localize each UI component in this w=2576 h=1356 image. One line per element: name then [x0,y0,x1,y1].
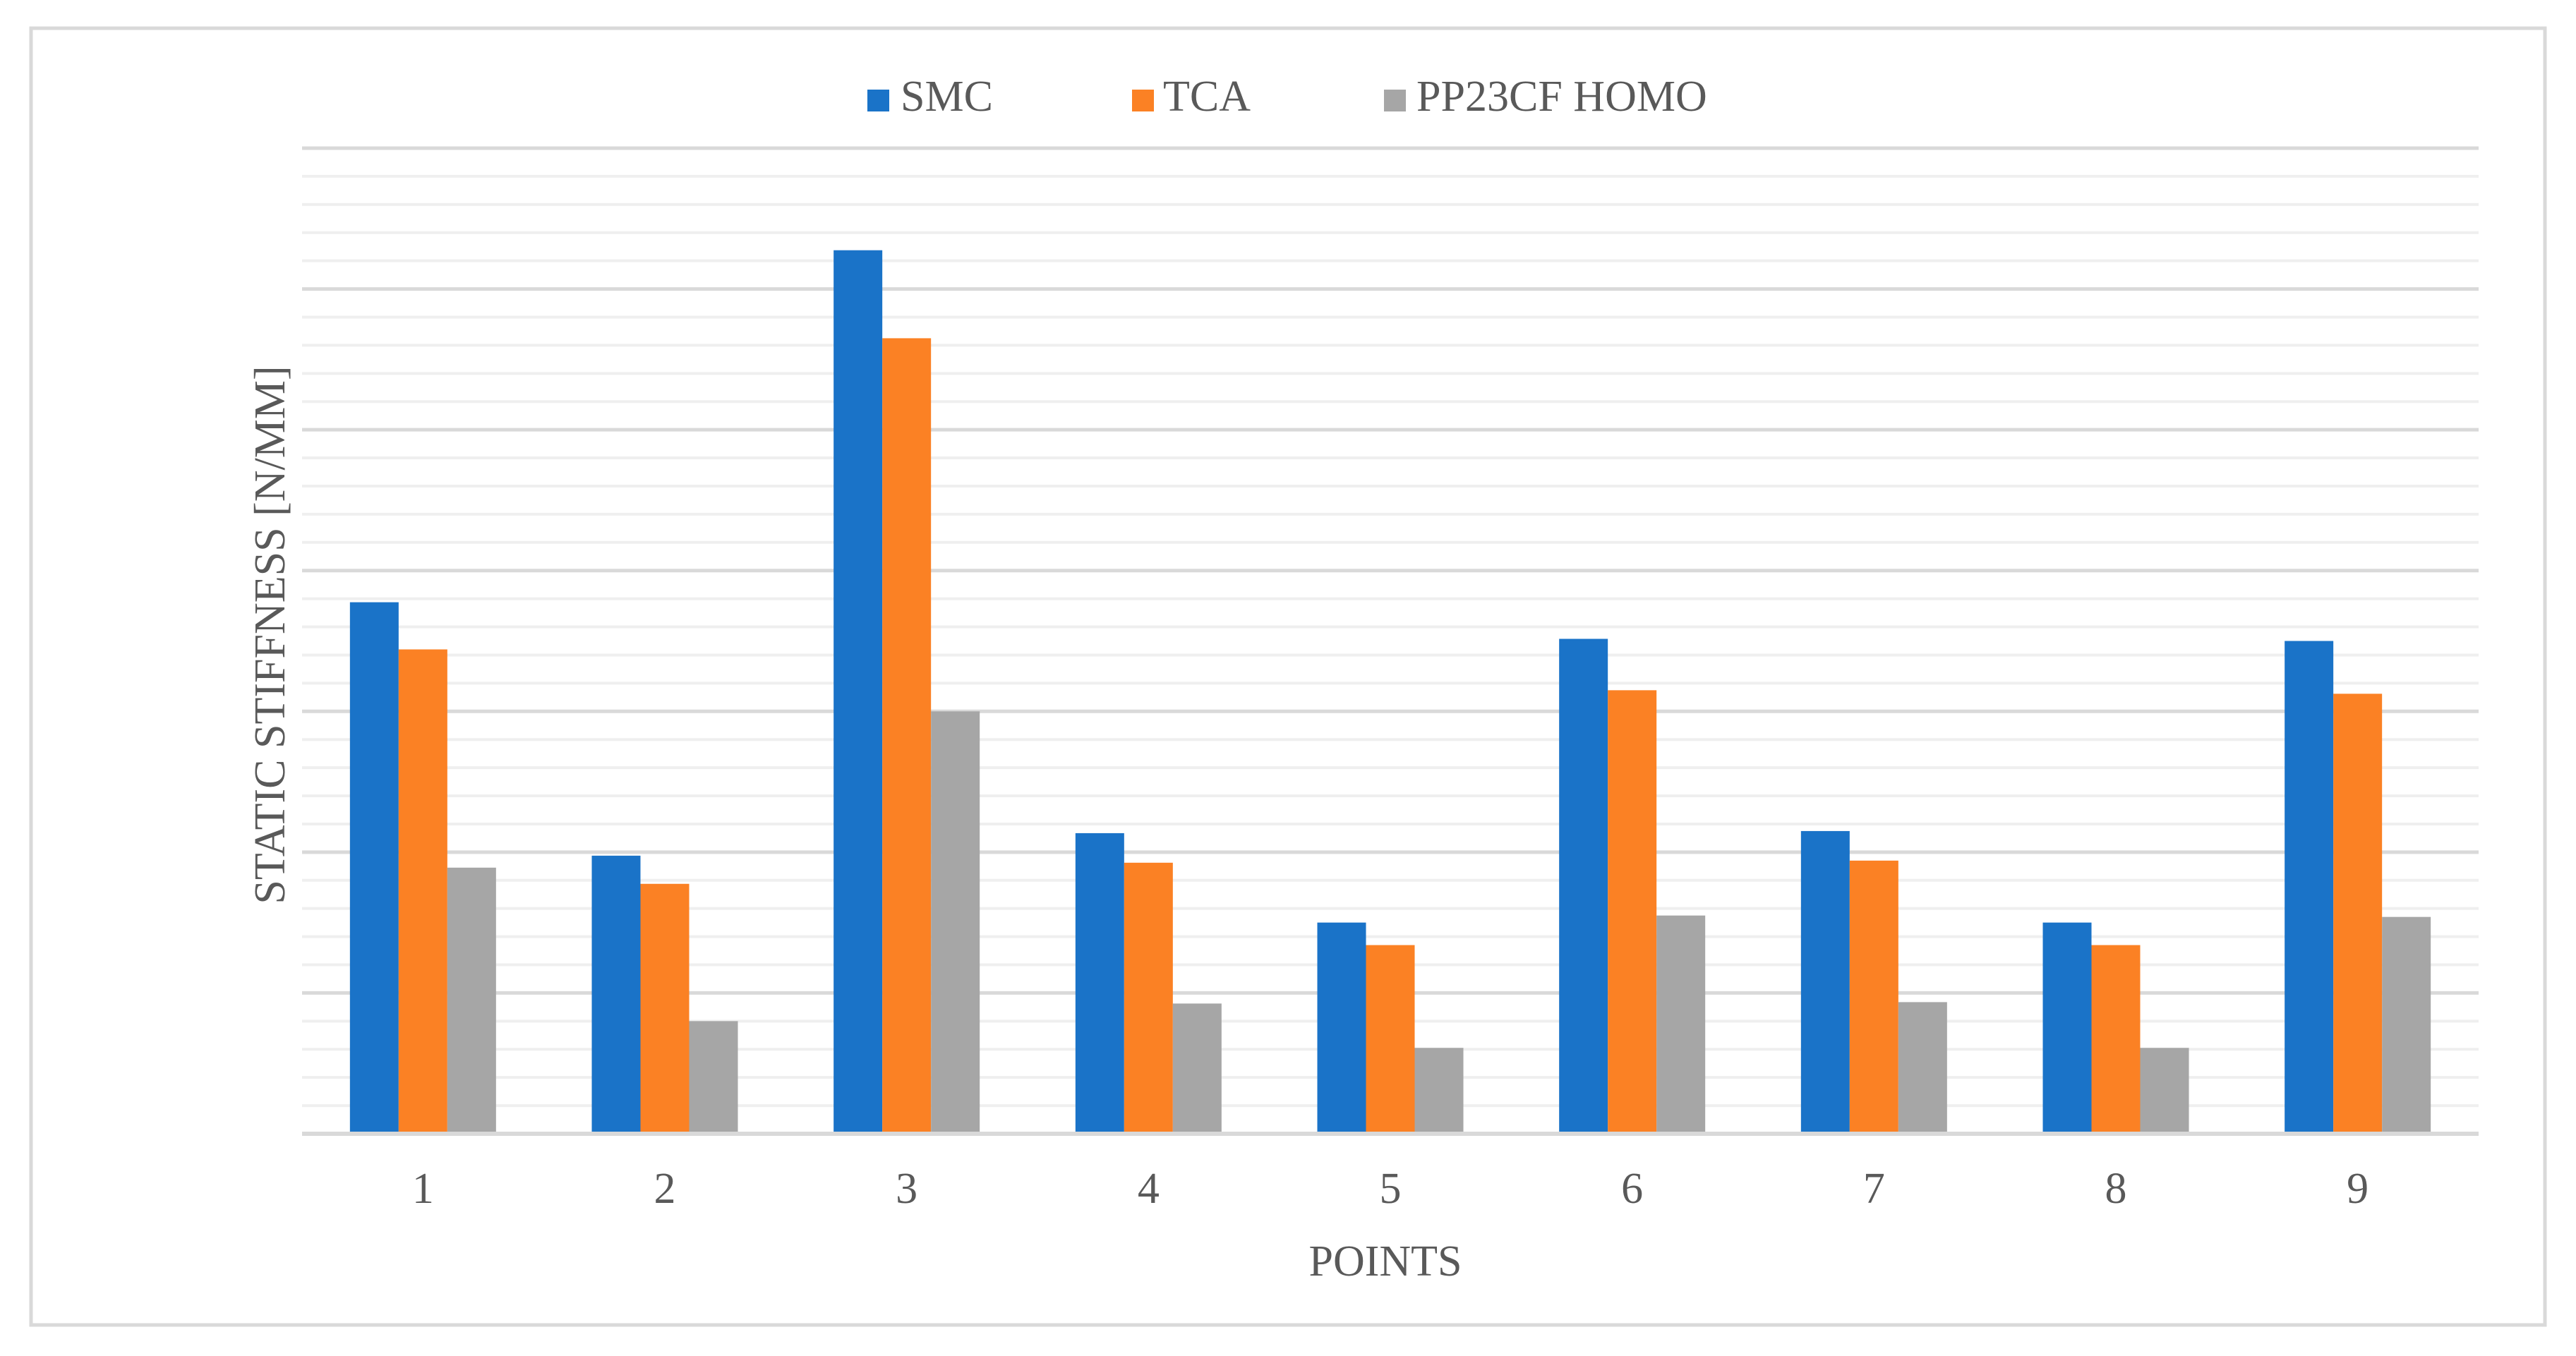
bar-smc-point-4 [1075,833,1124,1134]
legend-label-pp23cf-homo: PP23CF HOMO [1416,73,1707,121]
bar-smc-point-1 [349,602,399,1134]
bar-smc-point-8 [2042,922,2092,1134]
bar-smc-point-7 [1800,830,1850,1134]
x-tick-label: 5 [1380,1165,1402,1213]
x-tick-label: 7 [1863,1165,1885,1213]
legend: SMC TCA PP23CF HOMO [867,73,1707,121]
bar-tca-point-4 [1124,862,1173,1134]
bar-smc-point-5 [1317,922,1366,1134]
bar-tca-point-2 [640,883,690,1134]
bar-tca-point-5 [1366,945,1415,1134]
bar-pp23cf-homo-point-5 [1414,1048,1464,1134]
bar-tca-point-6 [1608,690,1657,1134]
bar-smc-point-9 [2285,641,2334,1134]
x-tick-label: 3 [896,1165,917,1213]
bar-smc-point-2 [591,855,641,1134]
bar-pp23cf-homo-point-2 [689,1021,738,1134]
bar-pp23cf-homo-point-6 [1656,915,1706,1134]
legend-swatch-pp23cf-homo [1384,90,1406,111]
bar-smc-point-3 [833,250,883,1134]
y-axis-title: STATIC STIFFNESS [N/MM] [246,365,294,904]
legend-label-smc: SMC [901,73,993,121]
x-tick-labels: 1 2 3 4 5 6 7 8 9 [412,1165,2369,1213]
legend-swatch-tca [1132,90,1154,111]
bar-smc-point-6 [1559,638,1608,1134]
x-tick-label: 1 [412,1165,434,1213]
x-axis-title: POINTS [1308,1237,1462,1285]
bar-tca-point-9 [2333,694,2383,1134]
bar-pp23cf-homo-point-9 [2382,916,2431,1134]
bar-tca-point-7 [1849,860,1898,1134]
x-tick-label: 2 [654,1165,676,1213]
bar-pp23cf-homo-point-3 [931,711,980,1134]
bar-tca-point-1 [398,649,447,1134]
bar-pp23cf-homo-point-7 [1898,1002,1947,1134]
x-tick-label: 9 [2347,1165,2369,1213]
bar-pp23cf-homo-point-4 [1172,1003,1222,1134]
bar-pp23cf-homo-point-1 [447,867,496,1134]
bar-tca-point-8 [2091,945,2141,1134]
x-tick-label: 6 [1621,1165,1643,1213]
legend-label-tca: TCA [1163,73,1251,121]
x-tick-label: 4 [1138,1165,1160,1213]
bars [349,250,2431,1134]
legend-swatch-smc [867,90,889,111]
x-tick-label: 8 [2105,1165,2127,1213]
bar-tca-point-3 [882,338,932,1134]
bar-pp23cf-homo-point-8 [2140,1048,2189,1134]
